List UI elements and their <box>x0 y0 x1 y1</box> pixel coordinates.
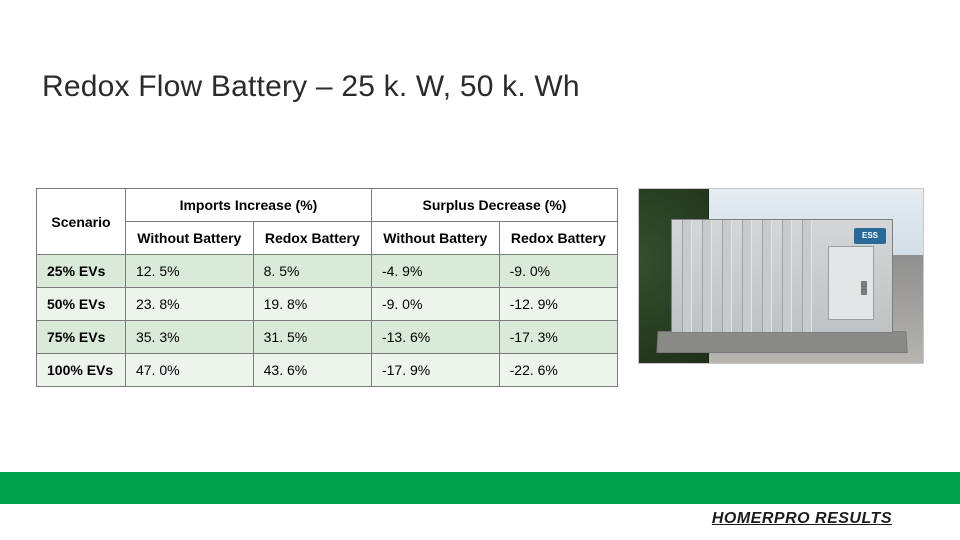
table-row: 50% EVs 23. 8% 19. 8% -9. 0% -12. 9% <box>37 288 618 321</box>
ess-logo-icon: ESS <box>854 228 886 244</box>
cell: 35. 3% <box>125 321 253 354</box>
row-label: 25% EVs <box>37 255 126 288</box>
th-sub-1: Redox Battery <box>253 222 371 255</box>
cell: 8. 5% <box>253 255 371 288</box>
cell: -13. 6% <box>371 321 499 354</box>
container-ridge-icon <box>742 220 752 332</box>
th-group-imports: Imports Increase (%) <box>125 189 371 222</box>
slide-title: Redox Flow Battery – 25 k. W, 50 k. Wh <box>42 70 580 104</box>
container-ridge-icon <box>802 220 812 332</box>
battery-photo: ESS <box>638 188 924 364</box>
footer-text: HOMERPRO RESULTS <box>712 510 892 528</box>
container-door-icon <box>828 246 874 320</box>
row-label: 75% EVs <box>37 321 126 354</box>
th-group-surplus: Surplus Decrease (%) <box>371 189 617 222</box>
photo-pad <box>656 331 907 353</box>
table-row: 25% EVs 12. 5% 8. 5% -4. 9% -9. 0% <box>37 255 618 288</box>
cell: 31. 5% <box>253 321 371 354</box>
cell: 43. 6% <box>253 354 371 387</box>
footer-bar <box>0 472 960 504</box>
th-scenario: Scenario <box>37 189 126 255</box>
cell: -9. 0% <box>371 288 499 321</box>
cell: -9. 0% <box>499 255 617 288</box>
table-row: 100% EVs 47. 0% 43. 6% -17. 9% -22. 6% <box>37 354 618 387</box>
cell: 47. 0% <box>125 354 253 387</box>
row-label: 100% EVs <box>37 354 126 387</box>
row-label: 50% EVs <box>37 288 126 321</box>
cell: -17. 9% <box>371 354 499 387</box>
th-sub-0: Without Battery <box>125 222 253 255</box>
th-sub-3: Redox Battery <box>499 222 617 255</box>
cell: -22. 6% <box>499 354 617 387</box>
cell: -4. 9% <box>371 255 499 288</box>
container-ridge-icon <box>762 220 772 332</box>
data-table: Scenario Imports Increase (%) Surplus De… <box>36 188 618 387</box>
cell: -17. 3% <box>499 321 617 354</box>
th-sub-2: Without Battery <box>371 222 499 255</box>
content-row: Scenario Imports Increase (%) Surplus De… <box>36 188 924 387</box>
container-ridge-icon <box>782 220 792 332</box>
photo-container: ESS <box>671 219 893 333</box>
table-row: 75% EVs 35. 3% 31. 5% -13. 6% -17. 3% <box>37 321 618 354</box>
cell: -12. 9% <box>499 288 617 321</box>
container-ridge-icon <box>702 220 712 332</box>
cell: 19. 8% <box>253 288 371 321</box>
container-ridge-icon <box>682 220 692 332</box>
container-ridge-icon <box>722 220 732 332</box>
cell: 23. 8% <box>125 288 253 321</box>
cell: 12. 5% <box>125 255 253 288</box>
